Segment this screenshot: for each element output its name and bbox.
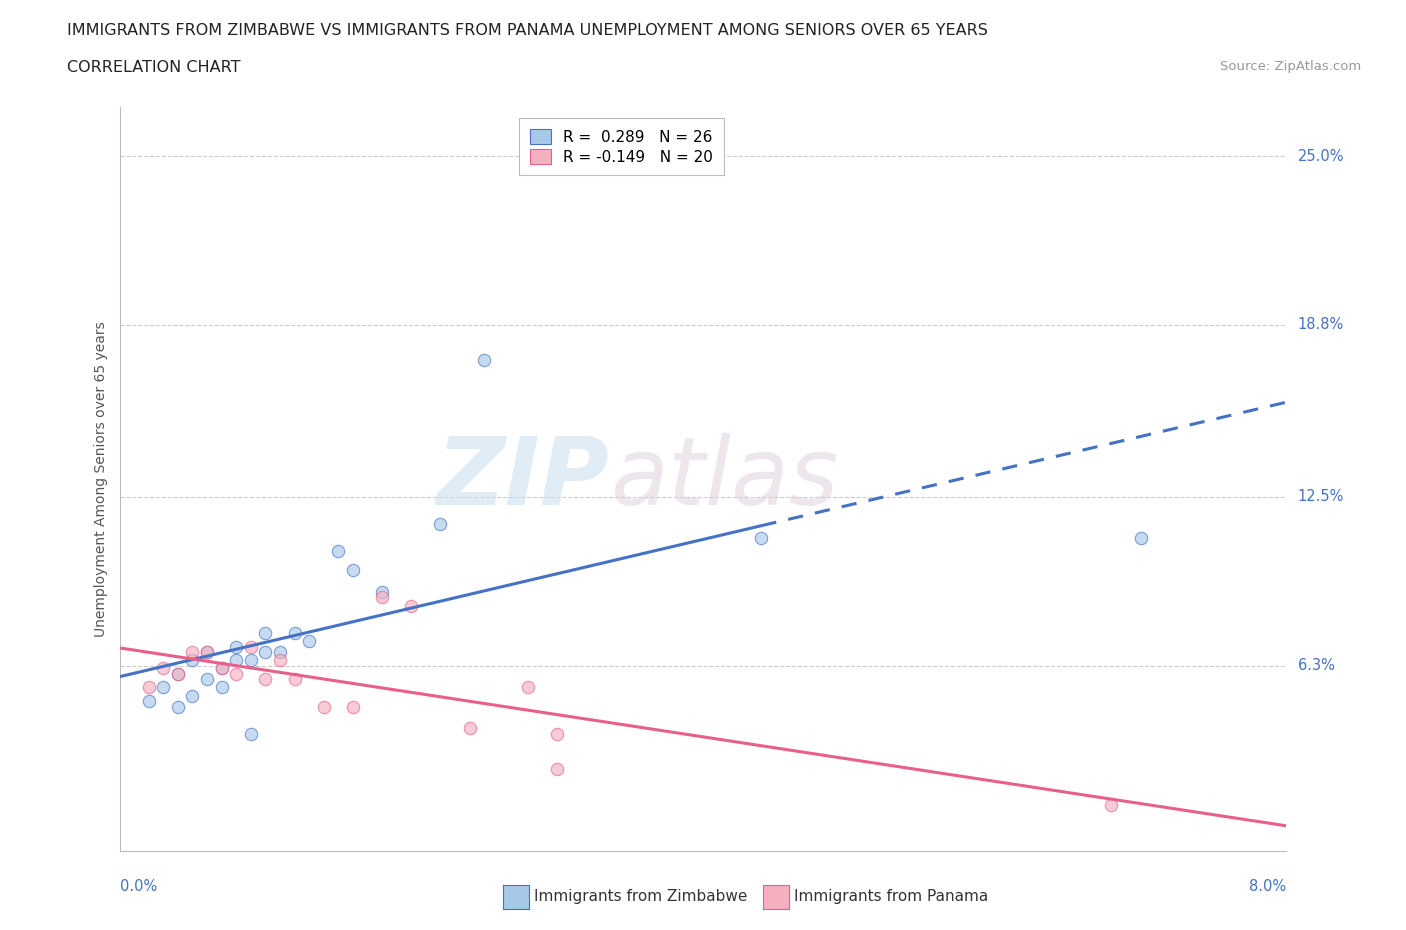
Text: Immigrants from Zimbabwe: Immigrants from Zimbabwe [534, 889, 748, 904]
Point [546, 726, 568, 741]
Point [138, 694, 160, 709]
Point [181, 644, 204, 659]
Point [166, 667, 188, 682]
Point [254, 626, 277, 641]
Point [195, 644, 218, 659]
Point [1101, 797, 1123, 812]
Point [342, 563, 364, 578]
Legend: R =  0.289   N = 26, R = -0.149   N = 20: R = 0.289 N = 26, R = -0.149 N = 20 [519, 118, 724, 176]
Point [284, 671, 307, 686]
Point [239, 653, 262, 668]
Point [284, 626, 307, 641]
Text: 12.5%: 12.5% [1298, 489, 1344, 504]
Point [371, 585, 394, 600]
Point [328, 544, 350, 559]
Point [429, 516, 451, 531]
Point [239, 639, 262, 654]
Point [152, 680, 174, 695]
Text: IMMIGRANTS FROM ZIMBABWE VS IMMIGRANTS FROM PANAMA UNEMPLOYMENT AMONG SENIORS OV: IMMIGRANTS FROM ZIMBABWE VS IMMIGRANTS F… [67, 23, 988, 38]
Text: atlas: atlas [610, 433, 838, 525]
Point [751, 530, 773, 545]
Point [458, 721, 481, 736]
Point [1129, 530, 1152, 545]
Point [225, 639, 247, 654]
Point [225, 667, 247, 682]
Point [152, 661, 174, 676]
Text: Immigrants from Panama: Immigrants from Panama [794, 889, 988, 904]
Text: Source: ZipAtlas.com: Source: ZipAtlas.com [1220, 60, 1361, 73]
Text: 8.0%: 8.0% [1250, 879, 1286, 894]
Point [298, 633, 321, 648]
Text: 18.8%: 18.8% [1298, 317, 1344, 332]
Point [211, 661, 233, 676]
Text: 6.3%: 6.3% [1298, 658, 1334, 673]
Point [401, 598, 423, 613]
Point [546, 762, 568, 777]
Point [342, 699, 364, 714]
Point [269, 644, 291, 659]
Point [254, 644, 277, 659]
Point [211, 661, 233, 676]
Text: 0.0%: 0.0% [120, 879, 156, 894]
Point [195, 644, 218, 659]
Text: 25.0%: 25.0% [1298, 149, 1344, 164]
Point [138, 680, 160, 695]
Point [211, 680, 233, 695]
Point [166, 699, 188, 714]
Point [371, 590, 394, 604]
Point [195, 671, 218, 686]
Point [254, 671, 277, 686]
Point [239, 726, 262, 741]
Point [166, 667, 188, 682]
Point [312, 699, 335, 714]
Point [181, 688, 204, 703]
Point [225, 653, 247, 668]
Y-axis label: Unemployment Among Seniors over 65 years: Unemployment Among Seniors over 65 years [94, 321, 108, 637]
Point [269, 653, 291, 668]
Point [472, 353, 495, 368]
Text: ZIP: ZIP [437, 433, 610, 525]
Text: CORRELATION CHART: CORRELATION CHART [67, 60, 240, 75]
Point [517, 680, 540, 695]
Point [181, 653, 204, 668]
